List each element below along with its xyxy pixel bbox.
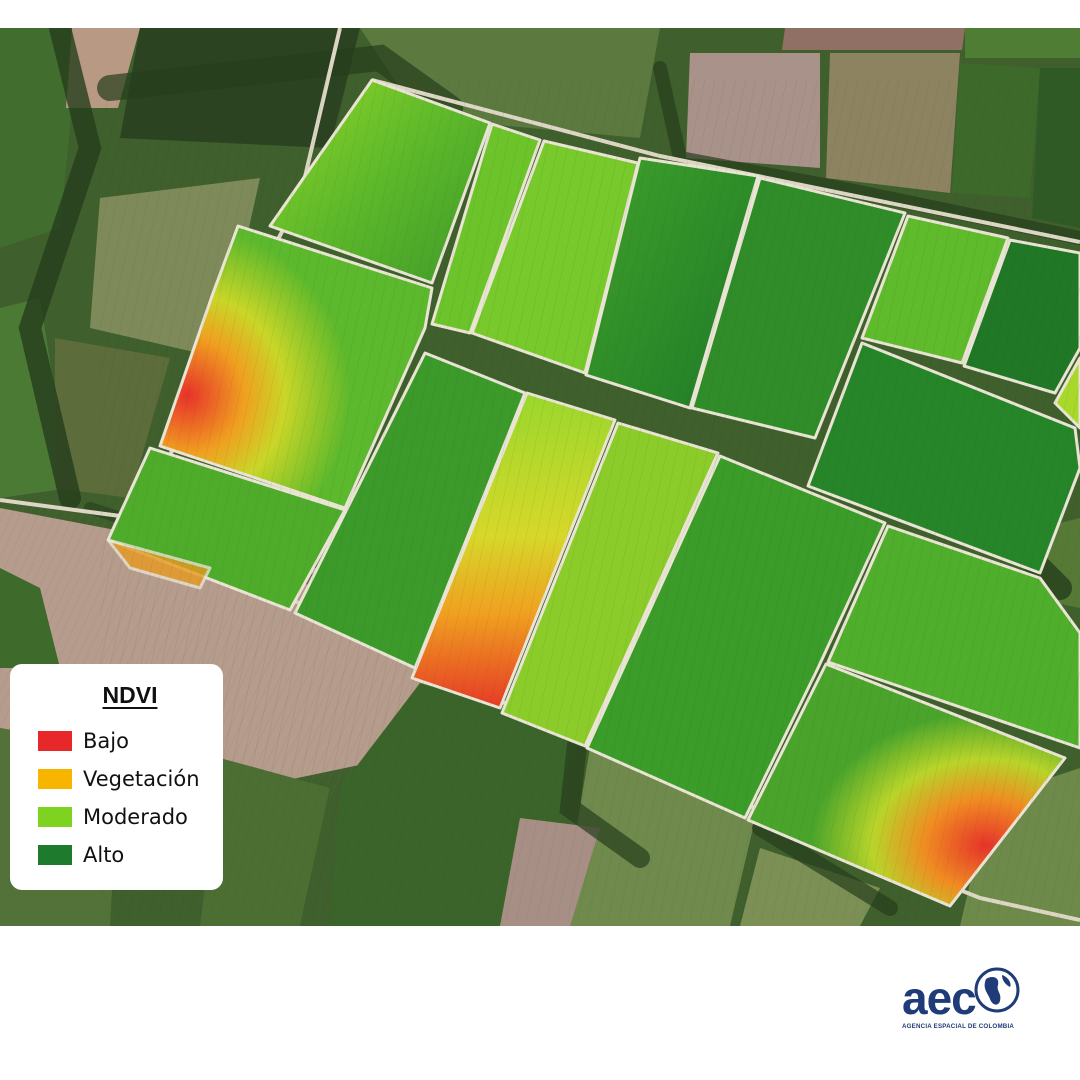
aec-logo: aec AGENCIA ESPACIAL DE COLOMBIA [898,965,1028,1035]
legend-swatch [38,845,72,865]
legend-item-moderado: Moderado [38,804,188,830]
legend-item-vegetacion: Vegetación [38,766,200,792]
globe-icon [974,967,1020,1013]
logo-subtitle: AGENCIA ESPACIAL DE COLOMBIA [902,1023,1015,1030]
legend-label: Moderado [83,805,188,829]
legend-title: NDVI [102,682,158,708]
legend-swatch [38,807,72,827]
logo-wordmark: aec [902,972,977,1024]
legend-label: Alto [83,843,125,867]
legend-swatch [38,769,72,789]
legend-label: Vegetación [83,767,200,791]
legend-item-alto: Alto [38,842,124,868]
legend-label: Bajo [83,729,129,753]
legend-item-bajo: Bajo [38,728,129,754]
ndvi-legend: NDVI Bajo Vegetación Moderado Alto [10,664,223,890]
legend-swatch [38,731,72,751]
